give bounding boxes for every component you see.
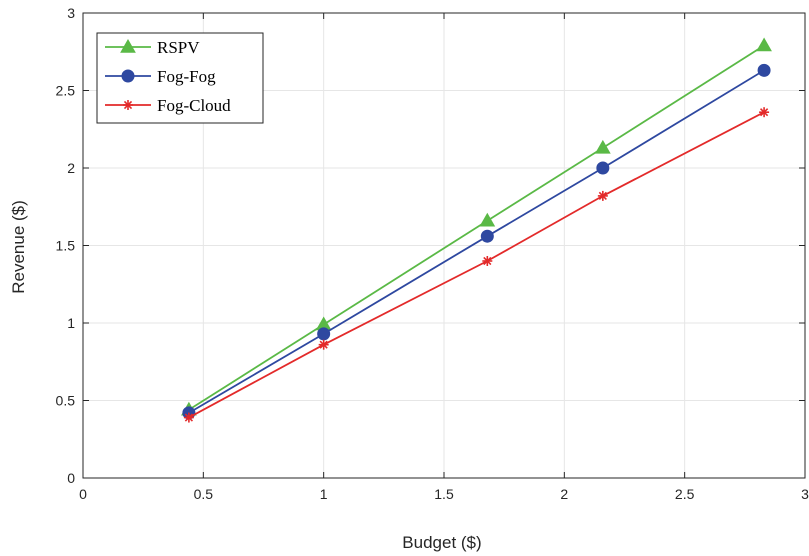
series-fog-fog [182, 63, 771, 420]
data-point-fog-cloud [318, 339, 329, 350]
legend-item-fog-cloud: Fog-Cloud [105, 96, 231, 115]
legend-label: RSPV [157, 38, 200, 57]
legend-label: Fog-Fog [157, 67, 216, 86]
series-rspv [181, 37, 772, 416]
data-point-rspv [594, 139, 611, 154]
y-tick-label: 0.5 [56, 393, 76, 409]
series-line-rspv [188, 44, 765, 411]
data-point-rspv [479, 212, 496, 227]
data-point-fog-cloud [482, 256, 493, 266]
x-tick-label: 0 [79, 486, 87, 502]
x-tick-label: 0.5 [194, 486, 214, 502]
x-tick-label: 3 [801, 486, 809, 502]
legend-marker [120, 38, 136, 53]
data-point-rspv [756, 37, 772, 52]
series-layer [181, 37, 772, 423]
x-axis-title: Budget ($) [402, 533, 481, 552]
data-point-fog-fog [480, 229, 494, 243]
x-tick-label: 1 [320, 486, 328, 502]
legend-item-rspv: RSPV [105, 38, 200, 57]
data-point-fog-cloud [759, 107, 770, 118]
data-point-fog-fog [757, 63, 771, 77]
y-tick-label: 2 [67, 160, 75, 176]
y-tick-label: 1 [67, 315, 75, 331]
series-line-fog-fog [188, 69, 765, 414]
data-point-fog-cloud [183, 412, 194, 423]
y-axis-title: Revenue ($) [9, 200, 28, 294]
x-tick-label: 2.5 [675, 486, 695, 502]
data-point-fog-cloud [597, 190, 608, 201]
x-tick-label: 1.5 [434, 486, 454, 502]
y-tick-label: 3 [67, 5, 75, 21]
legend-marker [121, 69, 135, 83]
legend: RSPV Fog-Fog Fog-Cloud [96, 32, 264, 124]
y-axis-ticks: 0 0.5 1 1.5 2 2.5 3 [56, 5, 805, 486]
legend-marker [123, 100, 133, 110]
y-tick-label: 1.5 [56, 238, 76, 254]
y-tick-label: 0 [67, 470, 75, 486]
legend-label: Fog-Cloud [157, 96, 231, 115]
x-axis-ticks: 0 0.5 1 1.5 2 2.5 3 [79, 13, 809, 502]
data-point-fog-fog [317, 327, 331, 341]
data-point-fog-fog [596, 161, 610, 175]
series-fog-cloud [183, 107, 770, 423]
x-tick-label: 2 [560, 486, 568, 502]
legend-item-fog-fog: Fog-Fog [105, 67, 216, 86]
y-tick-label: 2.5 [56, 83, 76, 99]
series-line-fog-cloud [188, 111, 765, 419]
